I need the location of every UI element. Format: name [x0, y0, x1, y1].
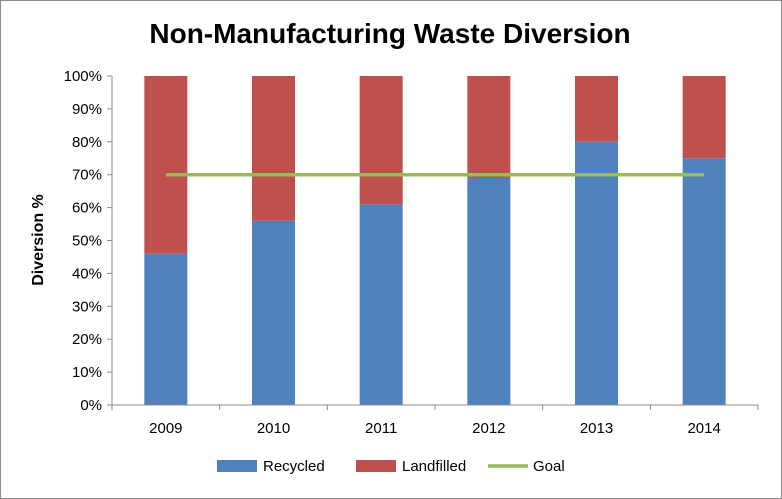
y-axis: 0% 10% 20% 30% 40% 50% 60% 70% 80% 90% 100%	[64, 68, 112, 414]
bar-recycled-2010	[252, 220, 295, 405]
legend-swatch-landfilled	[356, 460, 396, 472]
bar-recycled-2011	[359, 204, 403, 405]
bar-landfilled-2009	[144, 76, 188, 254]
bar-series	[144, 76, 726, 406]
x-tick-label: 2009	[149, 420, 182, 437]
y-tick-label: 60%	[72, 200, 102, 217]
bar-recycled-2014	[682, 158, 726, 405]
legend-swatch-recycled	[217, 460, 257, 472]
x-tick-label: 2012	[472, 420, 505, 437]
axis-lines	[111, 76, 758, 406]
bar-landfilled-2011	[359, 76, 403, 205]
y-tick-label: 50%	[72, 233, 102, 250]
y-axis-title: Diversion %	[30, 194, 47, 286]
x-axis: 2009 2010 2011 2012 2013 2014	[111, 405, 759, 437]
legend-label-recycled: Recycled	[263, 458, 325, 475]
y-tick-label: 0%	[80, 397, 102, 414]
y-tick-label: 40%	[72, 265, 102, 282]
bar-recycled-2013	[575, 141, 618, 406]
x-tick-label: 2010	[257, 420, 290, 437]
legend-label-landfilled: Landfilled	[402, 458, 466, 475]
legend: Recycled Landfilled Goal	[217, 458, 565, 475]
x-tick-label: 2013	[580, 420, 613, 437]
y-tick-label: 100%	[64, 68, 102, 85]
y-tick-label: 20%	[72, 331, 102, 348]
bar-landfilled-2012	[467, 76, 511, 178]
bar-recycled-2009	[144, 253, 188, 405]
y-tick-label: 70%	[72, 167, 102, 184]
chart-title: Non-Manufacturing Waste Diversion	[149, 18, 630, 49]
y-tick-label: 80%	[72, 134, 102, 151]
y-tick-label: 90%	[72, 101, 102, 118]
bar-landfilled-2013	[575, 76, 618, 142]
x-tick-label: 2011	[365, 420, 397, 437]
legend-label-goal: Goal	[533, 458, 565, 475]
bar-landfilled-2010	[252, 76, 295, 221]
bar-recycled-2012	[467, 177, 511, 405]
y-tick-label: 10%	[72, 364, 102, 381]
y-tick-label: 30%	[72, 298, 102, 315]
x-tick-label: 2014	[687, 420, 720, 437]
bar-landfilled-2014	[682, 76, 726, 159]
